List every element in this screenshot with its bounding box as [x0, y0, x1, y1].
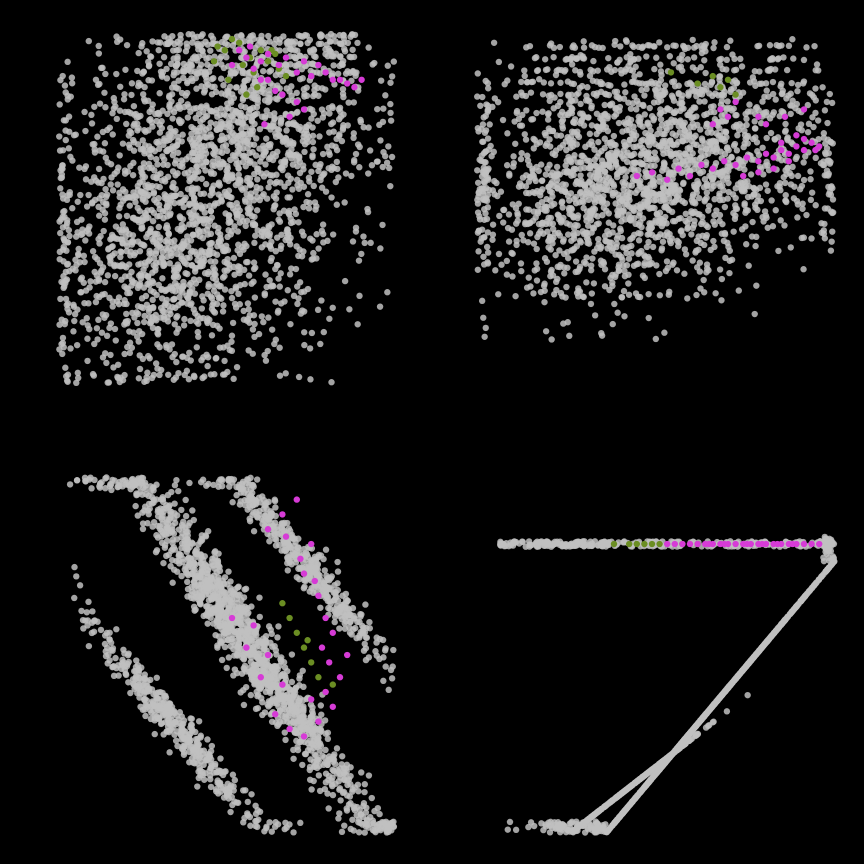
magenta-series — [664, 541, 822, 547]
scatter-panel-top-left — [52, 28, 412, 398]
scatter-panel-bottom-right — [462, 470, 842, 840]
gray-cloud — [474, 36, 836, 343]
scatter-panel-top-right — [462, 28, 842, 398]
scatter-panel-bottom-left — [52, 470, 412, 840]
gray-cloud — [497, 534, 837, 836]
scatter-grid — [0, 0, 864, 864]
